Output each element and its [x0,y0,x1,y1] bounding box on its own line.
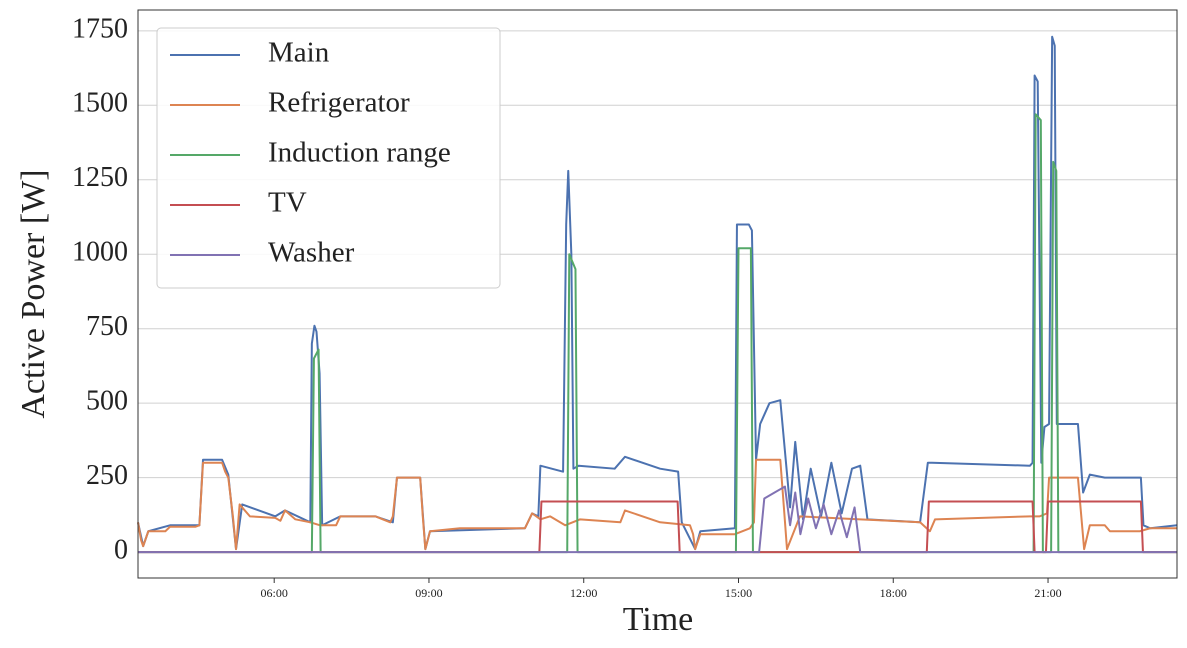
series-line [138,485,1177,554]
x-tick-label: 15:00 [725,586,752,600]
x-tick-label: 21:00 [1034,586,1061,600]
x-tick-label: 09:00 [415,586,442,600]
legend-label: TV [268,187,307,219]
y-tick-label: 1750 [72,13,128,44]
x-axis-label: Time [623,601,694,638]
series-line [137,458,1177,551]
x-tick-label: 12:00 [570,586,597,600]
legend-label: Refrigerator [268,87,410,119]
legend-label: Main [268,37,330,69]
x-tick-label: 06:00 [261,586,288,600]
y-axis-label: Active Power [W] [15,169,52,418]
y-tick-label: 1000 [72,237,128,268]
series-line [138,113,1177,554]
x-tick-label: 18:00 [880,586,907,600]
y-tick-label: 1250 [72,162,128,193]
legend: Main Refrigerator Induction range TV Washer [156,27,501,289]
y-tick-label: 1500 [72,88,128,119]
y-tick-label: 0 [114,535,128,566]
y-tick-label: 500 [86,386,128,417]
series-line [138,500,1177,554]
y-tick-label: 750 [86,311,128,342]
legend-label: Washer [268,237,355,269]
axes: 0 250 500 750 1000 1250 1500 1750 06:00 09:00 12:0… [72,13,1062,599]
legend-label: Induction range [268,137,451,169]
y-tick-label: 250 [86,460,128,491]
plot-frame [137,9,1178,579]
legend-box [156,27,501,289]
plot-lines [137,35,1178,554]
